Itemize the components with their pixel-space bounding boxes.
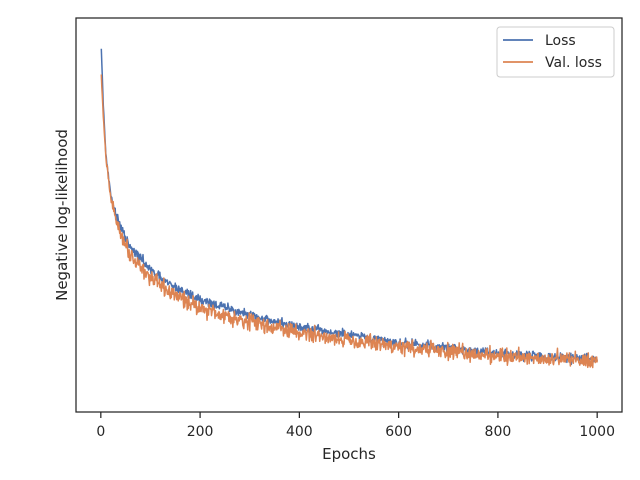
axes-frame — [75, 17, 623, 413]
legend: Loss Val. loss — [496, 26, 615, 78]
x-tick-label: 200 — [187, 424, 214, 440]
series-layer — [100, 48, 598, 369]
x-tick-label: 400 — [286, 424, 313, 440]
x-tick-label: 1000 — [579, 424, 615, 440]
x-tick-label: 0 — [96, 424, 105, 440]
x-tick-label: 600 — [385, 424, 412, 440]
legend-label-val-loss: Val. loss — [545, 55, 602, 71]
series-line-val-loss — [100, 74, 598, 369]
plot-area — [75, 17, 623, 413]
legend-label-loss: Loss — [545, 33, 576, 49]
x-axis-ticks: 0 200 400 600 800 1000 — [96, 412, 615, 440]
x-tick-label: 800 — [485, 424, 512, 440]
y-axis-label: Negative log-likelihood — [53, 129, 71, 301]
x-axis-label: Epochs — [322, 445, 376, 463]
